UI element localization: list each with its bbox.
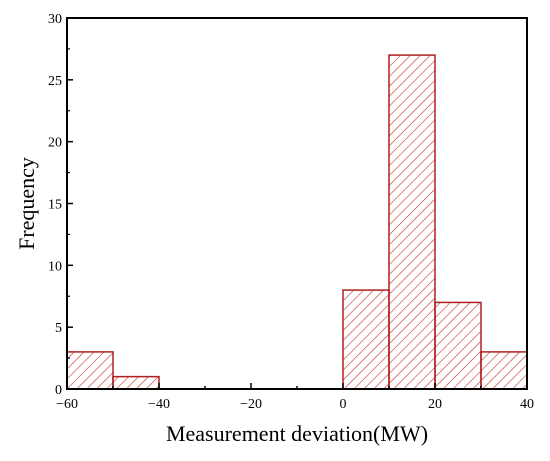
y-tick-label: 20: [48, 136, 62, 151]
histogram-bar: [480, 351, 528, 390]
y-tick-label: 0: [55, 383, 62, 398]
histogram-bar: [388, 54, 436, 390]
y-tick-label: 30: [48, 12, 62, 27]
x-tick-label: −40: [148, 397, 170, 412]
y-axis-title: Frequency: [14, 157, 39, 250]
x-tick-label: −20: [240, 397, 262, 412]
x-axis: −60 −40 −20 0 20 40: [56, 383, 534, 412]
histogram-bar: [112, 375, 160, 390]
bars-group: [66, 54, 528, 390]
y-tick-label: 25: [48, 74, 62, 89]
x-tick-label: −60: [56, 397, 78, 412]
histogram-bar: [434, 301, 482, 390]
y-axis: 0 5 10 15 20 25 30: [48, 12, 73, 398]
x-tick-label: 40: [520, 397, 534, 412]
x-axis-title: Measurement deviation(MW): [166, 421, 428, 446]
x-tick-label: 0: [340, 397, 347, 412]
histogram-bar: [342, 289, 390, 390]
y-tick-label: 15: [48, 198, 62, 213]
histogram-bar: [66, 351, 114, 390]
x-tick-label: 20: [428, 397, 442, 412]
y-tick-label: 5: [55, 321, 62, 336]
y-tick-label: 10: [48, 259, 62, 274]
